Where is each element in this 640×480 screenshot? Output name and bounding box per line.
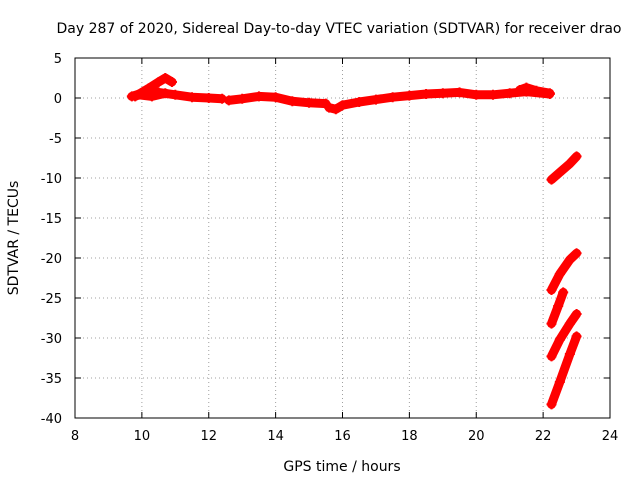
y-tick-label: -35: [41, 372, 62, 387]
data-point: [437, 88, 448, 99]
series-afternoon-band: [324, 87, 555, 114]
x-tick-label: 20: [468, 429, 485, 444]
data-point: [287, 96, 298, 107]
x-tick-label: 18: [401, 429, 418, 444]
y-tick-label: -25: [41, 292, 62, 307]
data-point: [421, 89, 432, 99]
data-point: [160, 88, 171, 99]
chart-title: Day 287 of 2020, Sidereal Day-to-day VTE…: [56, 21, 621, 37]
data-point: [270, 92, 281, 103]
y-tick-label: -15: [41, 212, 62, 227]
data-point: [546, 351, 557, 362]
data-point: [504, 88, 515, 99]
data-point: [553, 301, 564, 311]
data-point: [370, 94, 381, 105]
data-point: [571, 331, 582, 342]
y-tick-label: -40: [41, 412, 62, 427]
y-tick-label: 5: [54, 52, 62, 67]
data-point: [471, 89, 482, 100]
data-point: [554, 167, 565, 178]
tick-labels: 8 10 12 14 16 18 20 22 24 5 0 -5 -10 -15 -20 -25 -30 -35 -…: [41, 52, 619, 444]
series-dropout-2: [547, 248, 582, 295]
y-tick-label: 0: [54, 92, 62, 107]
data-point: [558, 287, 569, 298]
data-point: [514, 85, 525, 95]
series-late-bump: [515, 83, 555, 98]
tick-marks: [74, 57, 611, 419]
data-point: [170, 89, 181, 100]
data-series: [126, 73, 582, 410]
x-tick-label: 12: [200, 429, 217, 444]
data-point: [531, 85, 542, 96]
y-tick-label: -5: [49, 132, 62, 147]
data-point: [546, 318, 557, 329]
x-tick-label: 24: [602, 429, 619, 444]
data-point: [554, 269, 565, 279]
data-point: [546, 174, 557, 185]
data-point: [237, 93, 248, 104]
y-tick-label: -30: [41, 332, 62, 347]
data-point: [564, 254, 575, 265]
data-point: [564, 349, 575, 359]
data-point: [564, 318, 575, 329]
data-point: [187, 92, 198, 103]
x-axis-title: GPS time / hours: [283, 459, 400, 475]
data-point: [544, 88, 555, 99]
data-point: [554, 334, 565, 345]
data-point: [324, 102, 335, 113]
data-point: [571, 151, 582, 162]
data-point: [564, 158, 575, 169]
data-point: [487, 89, 498, 100]
data-point: [166, 77, 177, 87]
data-point: [160, 73, 171, 83]
data-point: [546, 285, 557, 295]
series-dropout-5: [547, 331, 582, 409]
x-tick-label: 22: [535, 429, 552, 444]
y-tick-label: -20: [41, 252, 62, 267]
data-point: [330, 104, 341, 115]
x-tick-label: 10: [134, 429, 151, 444]
data-point: [153, 77, 164, 87]
data-point: [133, 89, 144, 100]
data-point: [146, 91, 157, 102]
data-point: [387, 92, 398, 103]
data-point: [454, 87, 465, 98]
data-point: [337, 100, 348, 111]
data-point: [304, 97, 315, 108]
x-tick-label: 16: [334, 429, 351, 444]
y-tick-label: -10: [41, 172, 62, 187]
series-dropout-1: [547, 151, 582, 185]
y-axis-title: SDTVAR / TECUs: [6, 181, 22, 296]
data-point: [521, 82, 532, 93]
series-dropout-4: [547, 309, 582, 361]
grid-lines: [75, 58, 610, 418]
data-point: [571, 248, 582, 259]
data-point: [571, 309, 582, 319]
data-point: [546, 399, 557, 410]
x-tick-label: 8: [71, 429, 79, 444]
data-point: [554, 377, 565, 387]
x-tick-label: 14: [267, 429, 284, 444]
data-point: [203, 93, 214, 103]
data-point: [253, 91, 264, 102]
data-point: [404, 90, 415, 101]
data-point: [223, 95, 234, 106]
data-point: [354, 97, 365, 107]
